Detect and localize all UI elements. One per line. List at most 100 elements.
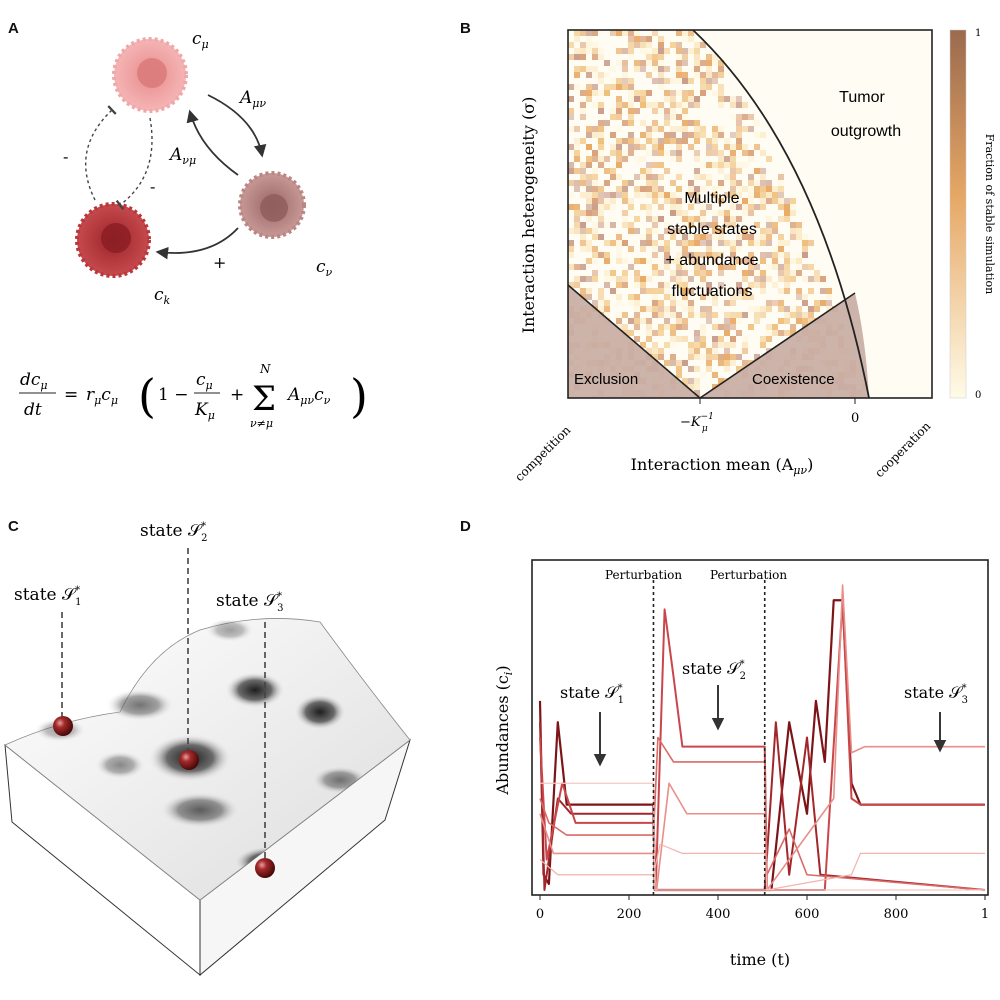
heatmap-cell — [736, 114, 742, 120]
heatmap-cell — [640, 132, 646, 138]
heatmap-cell — [778, 240, 784, 246]
heatmap-cell — [730, 96, 736, 102]
svg-text:dt: dt — [24, 400, 42, 420]
heatmap-cell — [694, 60, 700, 66]
heatmap-cell — [784, 198, 790, 204]
heatmap-cell — [670, 138, 676, 144]
heatmap-cell — [676, 210, 682, 216]
heatmap-cell — [670, 78, 676, 84]
heatmap-cell — [760, 342, 766, 348]
heatmap-cell — [724, 192, 730, 198]
heatmap-cell — [634, 336, 640, 342]
heatmap-cell — [742, 144, 748, 150]
heatmap-cell — [568, 144, 574, 150]
heatmap-cell — [658, 36, 664, 42]
heatmap-cell — [628, 96, 634, 102]
heatmap-cell — [700, 234, 706, 240]
heatmap-cell — [604, 192, 610, 198]
heatmap-cell — [658, 234, 664, 240]
heatmap-cell — [574, 48, 580, 54]
heatmap-cell — [634, 60, 640, 66]
heatmap-cell — [580, 162, 586, 168]
heatmap-cell — [754, 312, 760, 318]
heatmap-cell — [652, 252, 658, 258]
heatmap-cell — [598, 210, 604, 216]
heatmap-cell — [610, 270, 616, 276]
region-tumor-label: Tumor outgrowth — [831, 89, 901, 140]
heatmap-cell — [628, 294, 634, 300]
heatmap-cell — [658, 78, 664, 84]
heatmap-cell — [628, 114, 634, 120]
heatmap-cell — [670, 234, 676, 240]
heatmap-cell — [718, 156, 724, 162]
heatmap-cell — [766, 186, 772, 192]
heatmap-cell — [718, 264, 724, 270]
heatmap-cell — [670, 114, 676, 120]
heatmap-cell — [610, 66, 616, 72]
heatmap-cell — [706, 348, 712, 354]
heatmap-cell — [766, 234, 772, 240]
heatmap-cell — [586, 156, 592, 162]
heatmap-cell — [652, 294, 658, 300]
heatmap-cell — [760, 240, 766, 246]
heatmap-cell — [622, 156, 628, 162]
heatmap-cell — [652, 330, 658, 336]
heatmap-cell — [640, 246, 646, 252]
heatmap-cell — [604, 204, 610, 210]
heatmap-cell — [634, 228, 640, 234]
heatmap-cell — [592, 42, 598, 48]
heatmap-cell — [568, 126, 574, 132]
heatmap-cell — [670, 210, 676, 216]
label-c-mu: cμ — [192, 29, 209, 51]
heatmap-cell — [574, 180, 580, 186]
heatmap-cell — [760, 306, 766, 312]
heatmap-cell — [628, 180, 634, 186]
heatmap-cell — [676, 282, 682, 288]
heatmap-cell — [664, 150, 670, 156]
heatmap-cell — [640, 96, 646, 102]
heatmap-cell — [658, 60, 664, 66]
heatmap-cell — [640, 192, 646, 198]
heatmap-cell — [712, 138, 718, 144]
heatmap-cell — [742, 150, 748, 156]
heatmap-cell — [778, 330, 784, 336]
colorbar-bottom: 0 — [975, 390, 981, 401]
heatmap-cell — [574, 30, 580, 36]
heatmap-cell — [766, 216, 772, 222]
heatmap-cell — [712, 60, 718, 66]
heatmap-cell — [712, 54, 718, 60]
heatmap-cell — [760, 288, 766, 294]
heatmap-cell — [730, 312, 736, 318]
heatmap-cell — [676, 258, 682, 264]
heatmap-cell — [748, 252, 754, 258]
heatmap-cell — [790, 204, 796, 210]
heatmap-cell — [676, 48, 682, 54]
heatmap-cell — [730, 258, 736, 264]
heatmap-cell — [754, 168, 760, 174]
heatmap-cell — [682, 360, 688, 366]
heatmap-cell — [748, 156, 754, 162]
heatmap-cell — [586, 192, 592, 198]
heatmap-cell — [718, 252, 724, 258]
heatmap-cell — [616, 96, 622, 102]
heatmap-cell — [694, 354, 700, 360]
heatmap-cell — [574, 282, 580, 288]
heatmap-cell — [790, 222, 796, 228]
svg-text:Aμνcν: Aμνcν — [286, 385, 331, 407]
heatmap-cell — [622, 210, 628, 216]
heatmap-cell — [670, 300, 676, 306]
heatmap-cell — [574, 150, 580, 156]
heatmap-cell — [700, 84, 706, 90]
heatmap-cell — [676, 42, 682, 48]
heatmap-cell — [568, 228, 574, 234]
heatmap-cell — [772, 300, 778, 306]
heatmap-cell — [748, 198, 754, 204]
heatmap-cell — [664, 288, 670, 294]
heatmap-cell — [652, 186, 658, 192]
heatmap-cell — [814, 270, 820, 276]
heatmap-cell — [586, 84, 592, 90]
heatmap-cell — [742, 186, 748, 192]
heatmap-cell — [730, 168, 736, 174]
heatmap-cell — [628, 102, 634, 108]
heatmap-cell — [610, 108, 616, 114]
